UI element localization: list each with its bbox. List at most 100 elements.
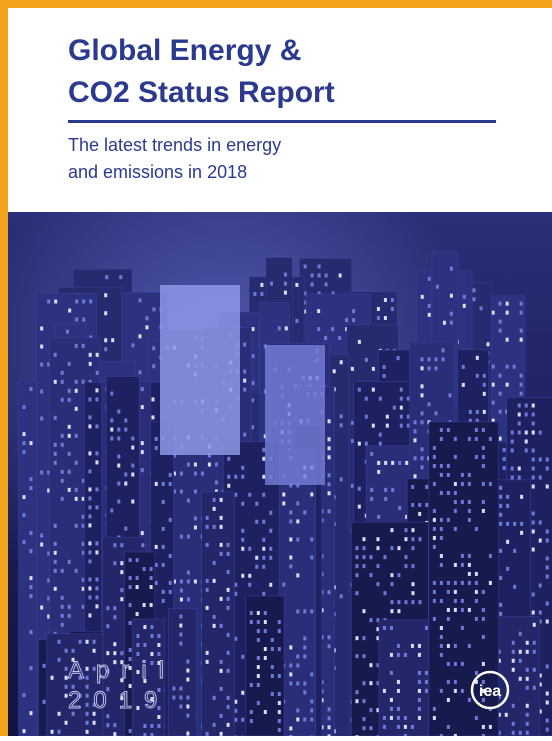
window <box>120 561 123 565</box>
window <box>241 691 244 695</box>
window <box>511 467 514 471</box>
window <box>328 707 331 711</box>
window <box>397 653 400 657</box>
window <box>251 354 254 358</box>
window <box>61 479 64 483</box>
window <box>362 555 365 559</box>
window <box>520 392 523 396</box>
window <box>310 537 313 541</box>
window <box>150 567 153 571</box>
window <box>461 473 464 477</box>
window <box>180 535 183 539</box>
window <box>483 410 486 414</box>
window <box>355 636 358 640</box>
window <box>40 543 43 547</box>
window <box>136 576 139 580</box>
window <box>241 547 244 551</box>
window <box>143 724 146 728</box>
window <box>54 524 57 528</box>
window <box>310 609 313 613</box>
window <box>461 563 464 567</box>
window <box>179 642 182 646</box>
window <box>82 344 85 348</box>
window <box>310 492 313 496</box>
window <box>227 475 230 479</box>
window <box>257 665 260 669</box>
window <box>397 644 400 648</box>
window <box>520 383 523 387</box>
window <box>525 440 528 444</box>
window <box>503 466 506 470</box>
window <box>433 716 436 720</box>
window <box>513 365 516 369</box>
window <box>328 644 331 648</box>
window <box>169 581 172 585</box>
window <box>421 384 424 388</box>
window <box>369 663 372 667</box>
window <box>512 722 515 726</box>
window <box>489 482 492 486</box>
window <box>61 596 64 600</box>
window <box>355 654 358 658</box>
window <box>475 572 478 576</box>
window <box>248 493 251 497</box>
window <box>22 405 25 409</box>
window <box>129 648 132 652</box>
window <box>520 522 523 526</box>
window <box>411 546 414 550</box>
window <box>433 536 436 540</box>
window <box>88 469 91 473</box>
window <box>54 560 57 564</box>
window <box>110 509 113 513</box>
window <box>124 419 127 423</box>
window <box>447 725 450 729</box>
window <box>525 404 528 408</box>
window <box>454 500 457 504</box>
window <box>499 486 502 490</box>
window <box>461 662 464 666</box>
window <box>29 549 32 553</box>
window <box>365 397 368 401</box>
window <box>418 537 421 541</box>
window <box>433 599 436 603</box>
window <box>340 423 343 427</box>
window <box>425 680 428 684</box>
window <box>440 518 443 522</box>
window <box>475 455 478 459</box>
window <box>475 590 478 594</box>
window <box>506 495 509 499</box>
window <box>506 302 509 306</box>
window <box>483 374 486 378</box>
window <box>383 689 386 693</box>
window <box>539 476 542 480</box>
window <box>120 588 123 592</box>
window <box>169 473 172 477</box>
window <box>391 307 394 311</box>
window <box>264 620 267 624</box>
window <box>433 707 436 711</box>
window <box>411 564 414 568</box>
window <box>157 715 160 719</box>
window <box>262 556 265 560</box>
window <box>106 624 109 628</box>
window <box>88 496 91 500</box>
window <box>65 649 68 653</box>
window <box>152 346 155 350</box>
window <box>227 669 230 673</box>
window <box>520 302 523 306</box>
window <box>22 441 25 445</box>
window <box>369 618 372 622</box>
window <box>440 464 443 468</box>
window <box>278 692 281 696</box>
window <box>411 537 414 541</box>
window <box>518 422 521 426</box>
window <box>499 392 502 396</box>
window <box>454 689 457 693</box>
window <box>450 312 453 316</box>
window <box>355 564 358 568</box>
window <box>61 614 64 618</box>
window <box>506 383 509 387</box>
window <box>136 643 139 647</box>
window <box>328 473 331 477</box>
window <box>278 674 281 678</box>
